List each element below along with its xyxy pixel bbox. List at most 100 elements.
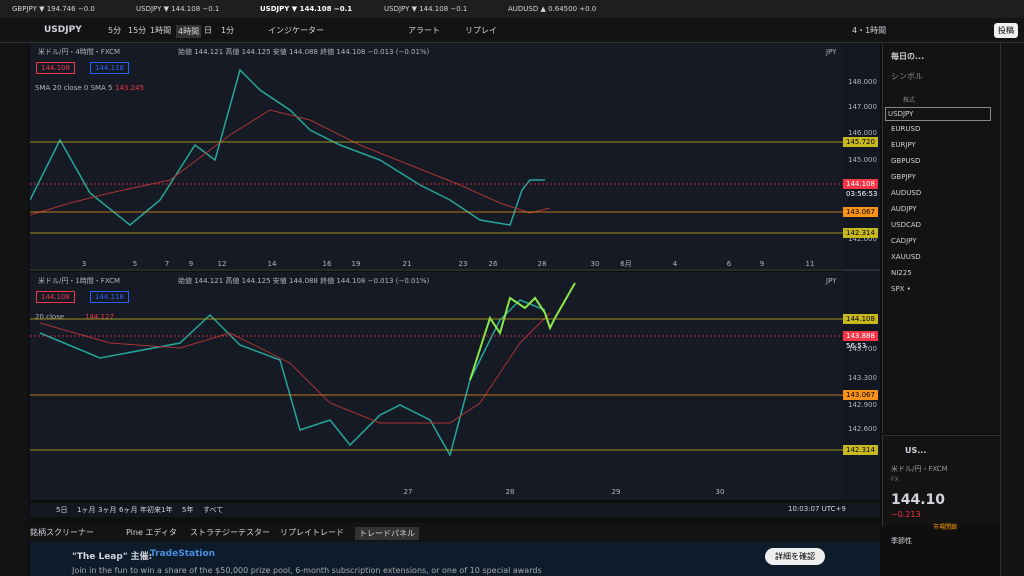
interval[interactable]: 1分 <box>221 26 235 35</box>
price-tick: 146.000 <box>848 129 877 137</box>
level-label: 144.108 <box>846 180 875 188</box>
detail-name: 米ドル/円・FXCM <box>891 465 948 473</box>
interval[interactable]: 1時間 <box>150 26 172 35</box>
date-tick: 7 <box>165 260 169 268</box>
date-tick: 26 <box>489 260 498 268</box>
detail-change: −0.213 <box>891 510 921 519</box>
date-tick: 16 <box>323 260 332 268</box>
chart-title: 米ドル/円・4時間・FXCM <box>38 47 120 56</box>
bottom-tab[interactable]: ストラテジーテスター <box>190 528 270 537</box>
charts: 米ドル/円・4時間・FXCM 始値 144.121 高値 144.125 安値 1… <box>30 43 880 500</box>
price-tick: 142.600 <box>848 425 877 433</box>
symbol-row[interactable]: NI225 <box>891 269 912 277</box>
layout[interactable]: 4・1時間 <box>852 26 887 35</box>
level-tag <box>843 445 878 455</box>
sma-value: 144.127 <box>85 313 114 321</box>
symbol-row[interactable]: AUDUSD <box>891 189 922 197</box>
publish[interactable]: 投稿 <box>994 23 1018 38</box>
range[interactable]: すべて <box>203 506 224 514</box>
detail-symbol: US... <box>905 446 927 455</box>
level-label: 145.720 <box>846 138 875 146</box>
left-toolbar <box>0 43 28 576</box>
buy-button[interactable]: 144.118 <box>90 62 129 74</box>
symbol-row[interactable]: USDCAD <box>891 221 922 229</box>
buy-button[interactable]: 144.118 <box>90 291 129 303</box>
sell-button[interactable]: 144.108 <box>36 291 75 303</box>
date-tick: 6月 <box>620 260 631 268</box>
tab[interactable]: USDJPY ▼ 144.108 −0.1 <box>384 5 468 13</box>
bottom-tab[interactable]: Pine エディタ <box>126 528 177 537</box>
replay[interactable]: リプレイ <box>465 26 497 35</box>
date-tick: 9 <box>760 260 764 268</box>
date-tick: 11 <box>806 260 815 268</box>
level-tag <box>843 207 878 217</box>
symbol-row[interactable]: USDJPY <box>885 107 991 121</box>
price-tick: 145.000 <box>848 156 877 164</box>
bottom-tab[interactable]: トレードパネル <box>355 527 419 540</box>
symbol-row[interactable]: GBPJPY <box>891 173 916 181</box>
symbol[interactable]: USDJPY <box>44 25 82 35</box>
sma-label: SMA 20 close 0 SMA 5 <box>35 84 113 92</box>
bottom-tab[interactable]: リプレイトレード <box>280 528 344 537</box>
watchlist-title[interactable]: 毎日の... <box>891 52 925 61</box>
currency: JPY <box>825 48 837 56</box>
sma-value: 143.245 <box>115 84 144 92</box>
interval[interactable]: 日 <box>204 26 212 35</box>
symbol-row[interactable]: CADJPY <box>891 237 917 245</box>
symbol-row[interactable]: AUDJPY <box>891 205 917 213</box>
range[interactable]: 1ヶ月 <box>77 506 96 514</box>
range[interactable]: 年初来 <box>140 506 161 514</box>
detail-type: FX <box>891 476 899 483</box>
date-tick: 27 <box>404 488 413 496</box>
cta[interactable]: 詳細を確認 <box>765 548 825 565</box>
detail-price: 144.10 <box>891 492 946 508</box>
symbol-row[interactable]: EURJPY <box>891 141 916 149</box>
interval[interactable]: 4時間 <box>176 25 202 38</box>
level-label: 143.067 <box>846 391 875 399</box>
bottom-tab[interactable]: 銘柄スクリーナー <box>30 528 94 537</box>
price-tick: 142.900 <box>848 401 877 409</box>
level-tag <box>843 390 878 400</box>
banner-title: "The Leap" 主催: <box>72 552 153 562</box>
ohlc: 始値 144.121 高値 144.125 安値 144.088 終値 144.… <box>178 47 430 56</box>
price-tick: 147.000 <box>848 103 877 111</box>
symbol-row[interactable]: XAUUSD <box>891 253 921 261</box>
right-icons <box>1000 43 1024 576</box>
date-tick: 9 <box>189 260 193 268</box>
tab[interactable]: GBPJPY ▼ 194.746 −0.0 <box>12 5 95 13</box>
date-tick: 3 <box>82 260 86 268</box>
symbol-row[interactable]: SPX • <box>891 285 911 293</box>
level-label: 142.314 <box>846 446 875 454</box>
brand: TradeStation <box>150 549 216 559</box>
date-tick: 5 <box>133 260 137 268</box>
clock: 10:03:07 UTC+9 <box>788 505 846 513</box>
interval[interactable]: 15分 <box>128 26 147 35</box>
date-tick: 12 <box>218 260 227 268</box>
interval[interactable]: 5分 <box>108 26 122 35</box>
symbol-row[interactable]: EURUSD <box>891 125 921 133</box>
range[interactable]: 5日 <box>56 506 68 514</box>
tab-bar: GBPJPY ▼ 194.746 −0.0 USDJPY ▼ 144.108 −0… <box>0 0 1024 18</box>
tab[interactable]: USDJPY ▼ 144.108 −0.1 <box>136 5 220 13</box>
countdown: 56:53 <box>846 342 866 350</box>
level-tag <box>843 314 878 324</box>
alert[interactable]: アラート <box>408 26 440 35</box>
range[interactable]: 3ヶ月 <box>98 506 117 514</box>
column-header: シンボル <box>891 72 923 81</box>
level-tag <box>843 137 878 147</box>
date-tick: 29 <box>612 488 621 496</box>
bottom-tabs: 銘柄スクリーナー Pine エディタ ストラテジーテスター リプレイトレード トレードパ… <box>30 522 880 540</box>
tab[interactable]: USDJPY ▼ 144.108 −0.1 <box>260 5 353 13</box>
level-tag <box>843 179 878 189</box>
date-tick: 19 <box>352 260 361 268</box>
indicators[interactable]: インジケーター <box>268 26 324 35</box>
symbol-row[interactable]: GBPUSD <box>891 157 921 165</box>
sma-label: 20 close <box>35 313 64 321</box>
range[interactable]: 1年 <box>161 506 173 514</box>
banner: "The Leap" 主催: TradeStation Join in the … <box>30 541 880 576</box>
date-tick: 6 <box>727 260 732 268</box>
sell-button[interactable]: 144.108 <box>36 62 75 74</box>
range[interactable]: 6ヶ月 <box>119 506 138 514</box>
tab[interactable]: AUDUSD ▲ 0.64500 +0.0 <box>508 5 597 13</box>
range[interactable]: 5年 <box>182 506 194 514</box>
